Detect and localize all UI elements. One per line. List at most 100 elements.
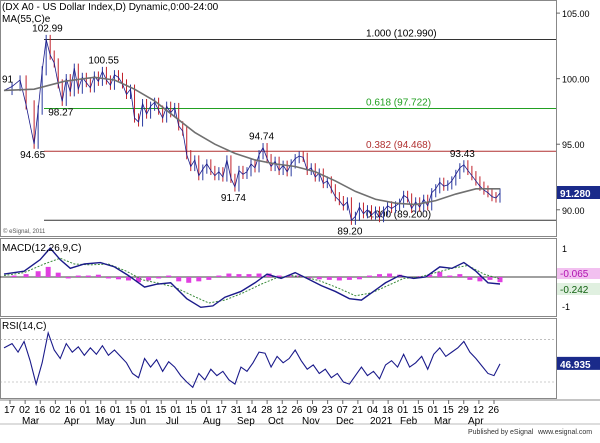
macd-histogram-bar xyxy=(136,277,142,283)
ma-line xyxy=(3,76,500,206)
x-axis-tick-label: 15 xyxy=(125,405,137,416)
x-axis-tick-label: 17 xyxy=(216,405,228,416)
x-axis-month-label: 2021 xyxy=(370,416,393,427)
x-axis-tick-label: 21 xyxy=(352,405,364,416)
macd-histogram-bar xyxy=(85,275,91,277)
footer-brand: www.esignal.com xyxy=(537,429,592,436)
macd-hist-value: -0.065 xyxy=(560,269,589,280)
x-axis-month-label: Aug xyxy=(203,416,221,427)
price-pane-frame xyxy=(0,0,557,237)
x-axis-tick-label: 12 xyxy=(473,405,485,416)
x-axis-tick-label: 18 xyxy=(382,405,394,416)
x-axis-tick-label: 26 xyxy=(291,405,303,416)
macd-histogram-bar xyxy=(156,277,162,279)
x-axis-tick-label: 15 xyxy=(443,405,455,416)
macd-value: -0.242 xyxy=(560,285,589,296)
macd-hist-value-box xyxy=(557,268,600,279)
x-axis-tick-label: 16 xyxy=(34,405,46,416)
rsi-label: RSI(14,C) xyxy=(2,321,46,332)
fib-level-label: 0.000 (89.200) xyxy=(366,209,431,220)
x-axis-month-label: Dec xyxy=(336,416,354,427)
x-axis-month-label: Nov xyxy=(302,416,320,427)
rsi-pane-frame xyxy=(0,318,557,399)
price-axis-tick-label: 100.00 xyxy=(562,75,590,85)
macd-histogram-bar xyxy=(236,274,242,277)
macd-line xyxy=(3,247,501,309)
macd-histogram-bar xyxy=(316,277,322,280)
macd-histogram-bar xyxy=(487,277,493,280)
macd-histogram-bar xyxy=(417,276,423,277)
macd-histogram-bar xyxy=(366,275,372,277)
x-axis-month-label: May xyxy=(96,416,115,427)
macd-histogram-bar xyxy=(276,275,282,277)
macd-histogram-bar xyxy=(356,277,362,280)
x-axis-tick-label: 01 xyxy=(201,405,213,416)
x-axis-month-label: Apr xyxy=(468,416,484,427)
x-axis-tick-label: 26 xyxy=(488,405,500,416)
x-axis-tick-label: 15 xyxy=(412,405,424,416)
macd-histogram-bar xyxy=(467,277,473,280)
macd-histogram-bar xyxy=(336,277,342,281)
x-axis-tick-label: 23 xyxy=(322,405,334,416)
x-axis-tick-label: 01 xyxy=(397,405,409,416)
price-axis-tick-label: 105.00 xyxy=(562,9,590,19)
fib-level-label: 1.000 (102.990) xyxy=(366,28,437,39)
x-axis-month-label: Apr xyxy=(64,416,80,427)
x-axis-month-label: Feb xyxy=(400,416,418,427)
x-axis: 17 02 16 02 16 01 16 01 15 01 15 01 15 01 17 31 14 28 12 26… xyxy=(4,400,500,427)
price-axis-tick-label: 90.00 xyxy=(562,206,585,216)
macd-histogram-bar xyxy=(11,275,17,277)
footer-text: Published by eSignal xyxy=(468,429,534,436)
x-axis-tick-label: 09 xyxy=(307,405,319,416)
macd-value-box xyxy=(557,282,600,295)
macd-histogram-bar xyxy=(186,277,192,283)
x-axis-tick-label: 14 xyxy=(246,405,258,416)
pivot-label: 98.27 xyxy=(48,107,73,118)
macd-histogram-bar xyxy=(346,277,352,280)
macd-histogram-bar xyxy=(146,277,152,281)
fib-level-label: 0.382 (94.468) xyxy=(366,140,431,151)
macd-histogram-bar xyxy=(216,275,222,277)
macd-histogram-bar xyxy=(206,277,212,280)
x-axis-tick-label: 15 xyxy=(155,405,167,416)
last-price-box xyxy=(557,185,600,199)
last-price-value: 91.280 xyxy=(560,189,591,200)
x-axis-month-label: Sep xyxy=(237,416,255,427)
macd-histogram-bar xyxy=(45,266,51,277)
macd-histogram-bar xyxy=(75,275,81,277)
macd-histogram-bar xyxy=(447,275,453,277)
x-axis-tick-label: 31 xyxy=(231,405,243,416)
macd-histogram-bar xyxy=(55,272,61,277)
macd-histogram-bar xyxy=(256,273,262,277)
rsi-value-box xyxy=(557,356,600,370)
pivot-label: 89.20 xyxy=(337,226,362,237)
macd-histogram-bar xyxy=(427,274,433,277)
macd-pane-frame xyxy=(0,238,557,317)
rsi-value: 46.935 xyxy=(560,360,591,371)
x-axis-tick-label: 17 xyxy=(4,405,16,416)
watermark: © eSignal, 2011 xyxy=(3,228,46,235)
macd-histogram-bar xyxy=(387,273,393,277)
chart-title: (DX A0 - US Dollar Index,D) Dynamic,0:00… xyxy=(2,2,219,13)
x-axis-tick-label: 07 xyxy=(337,405,349,416)
macd-histogram-bar xyxy=(437,271,443,277)
macd-histogram-bar xyxy=(377,274,383,277)
x-axis-tick-label: 16 xyxy=(65,405,77,416)
macd-pane: 1 -1 -0.065 -0.242 xyxy=(0,244,600,312)
macd-histogram-bar xyxy=(65,277,71,279)
x-axis-tick-label: 01 xyxy=(110,405,122,416)
pivot-label: 91 xyxy=(2,74,14,85)
macd-histogram-bar xyxy=(23,274,29,277)
macd-histogram-bar xyxy=(95,274,101,277)
x-axis-month-label: Jul xyxy=(166,416,179,427)
x-axis-tick-label: 01 xyxy=(140,405,152,416)
pivot-label: 93.43 xyxy=(450,149,475,160)
ma-legend-label: MA(55,C)e xyxy=(2,14,51,25)
x-axis-tick-label: 12 xyxy=(276,405,288,416)
x-axis-tick-label: 01 xyxy=(428,405,440,416)
macd-histogram-bar xyxy=(226,273,232,277)
x-axis-tick-label: 01 xyxy=(170,405,182,416)
x-axis-tick-label: 29 xyxy=(458,405,470,416)
